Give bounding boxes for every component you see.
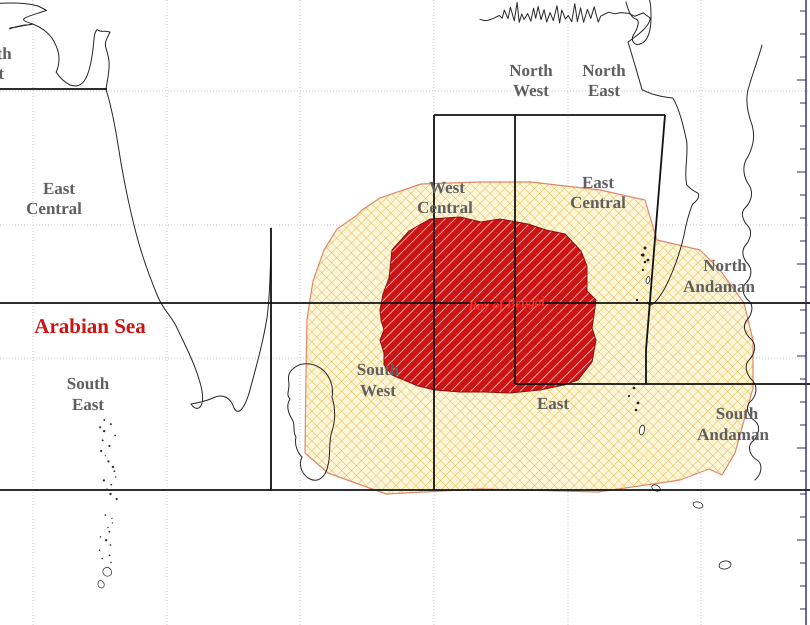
svg-text:East: East bbox=[72, 395, 104, 414]
svg-text:Andaman: Andaman bbox=[683, 277, 755, 296]
svg-text:East: East bbox=[0, 64, 4, 83]
svg-text:West: West bbox=[360, 381, 396, 400]
svg-text:South: South bbox=[716, 404, 759, 423]
svg-text:North: North bbox=[0, 44, 12, 63]
svg-text:Central: Central bbox=[26, 199, 82, 218]
svg-text:East: East bbox=[588, 81, 620, 100]
svg-text:Andaman: Andaman bbox=[697, 425, 769, 444]
svg-text:West: West bbox=[513, 81, 549, 100]
svg-text:South: South bbox=[357, 360, 400, 379]
svg-text:North: North bbox=[509, 61, 553, 80]
svg-text:South: South bbox=[67, 374, 110, 393]
svg-text:East: East bbox=[43, 179, 75, 198]
svg-text:Central: Central bbox=[417, 198, 473, 217]
svg-text:East: East bbox=[537, 394, 569, 413]
svg-text:East: East bbox=[582, 173, 614, 192]
svg-text:Arabian Sea: Arabian Sea bbox=[34, 314, 146, 338]
svg-text:West: West bbox=[429, 178, 465, 197]
svg-text:Central: Central bbox=[570, 193, 626, 212]
svg-text:North: North bbox=[703, 256, 747, 275]
svg-text:North: North bbox=[582, 61, 626, 80]
